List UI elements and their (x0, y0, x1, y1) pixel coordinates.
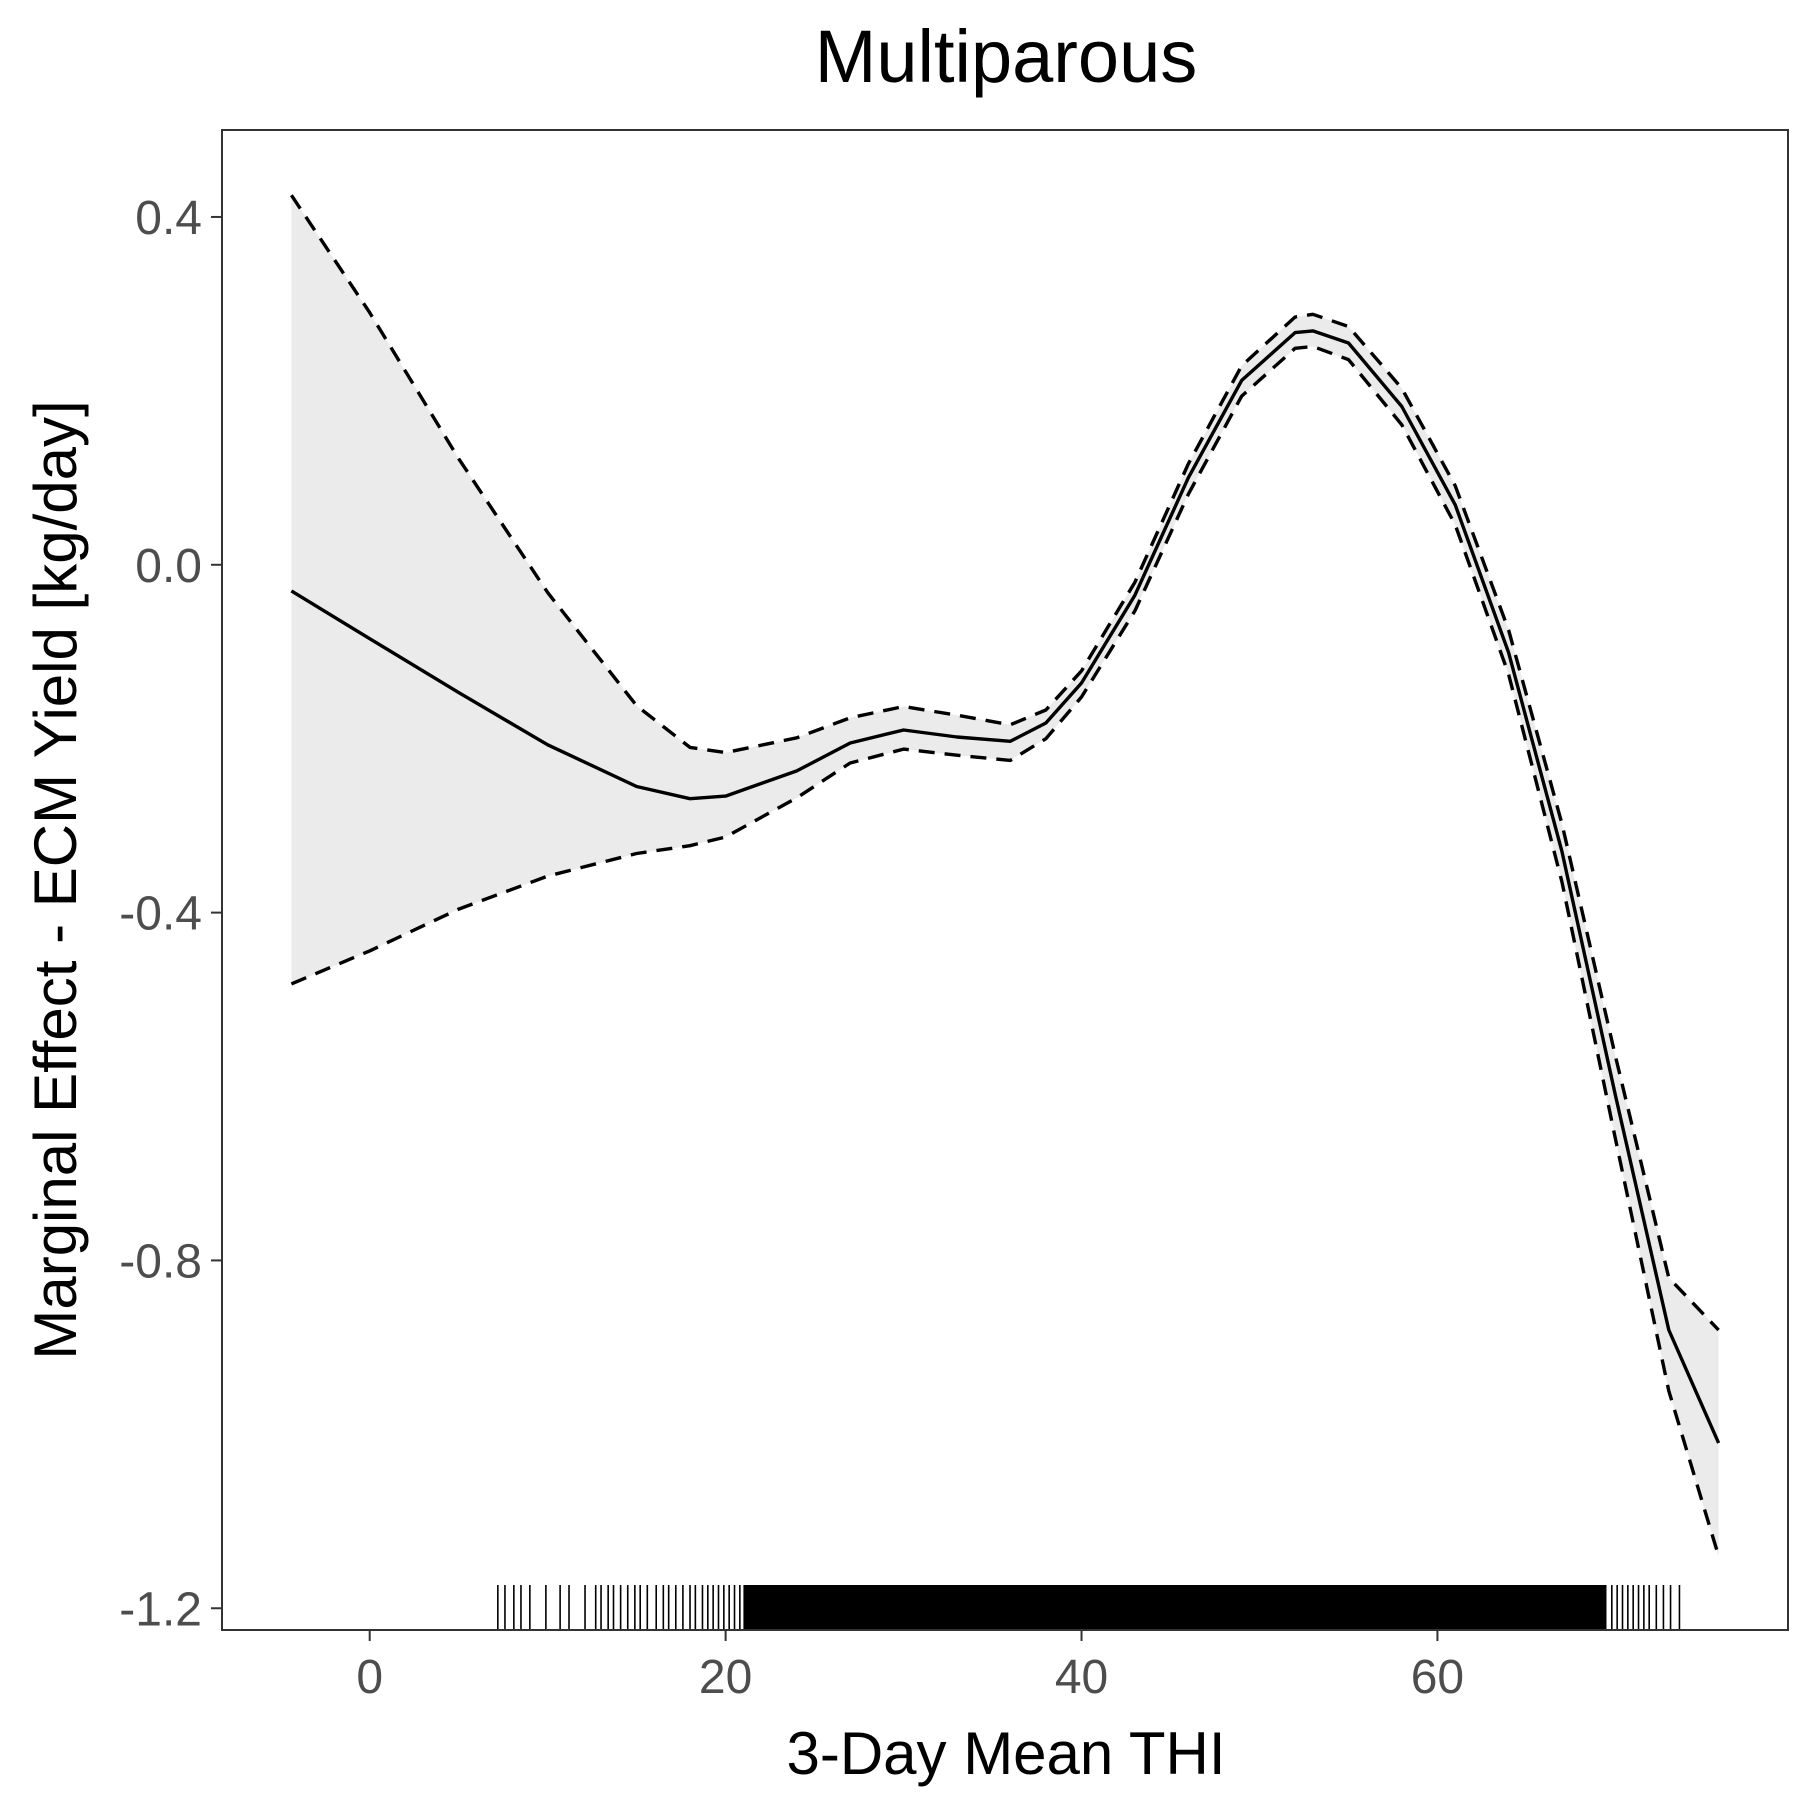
y-tick-label: -0.8 (119, 1235, 202, 1288)
y-tick-label: -1.2 (119, 1583, 202, 1636)
chart-title: Multiparous (815, 15, 1198, 98)
x-tick-label: 20 (699, 1651, 752, 1704)
upper-ci-line (289, 194, 1720, 1332)
y-axis: 0.4 0.0 -0.4 -0.8 -1.2 (119, 192, 222, 1636)
y-tick-label: 0.4 (135, 192, 202, 245)
confidence-band (291, 195, 1719, 1557)
y-axis-title: Marginal Effect - ECM Yield [kg/day] (22, 400, 89, 1359)
y-tick-label: 0.0 (135, 540, 202, 593)
x-axis-title: 3-Day Mean THI (786, 1720, 1225, 1787)
series-layer (289, 194, 1721, 1557)
x-tick-label: 60 (1411, 1651, 1464, 1704)
x-tick-label: 40 (1055, 1651, 1108, 1704)
estimate-line (290, 329, 1721, 1444)
y-tick-label: -0.4 (119, 888, 202, 941)
confidence-band-layer (291, 195, 1719, 1557)
x-axis: 0 20 40 60 (356, 1630, 1464, 1704)
x-tick-label: 0 (356, 1651, 383, 1704)
plot-panel-border (221, 129, 1789, 1631)
rug-layer (497, 1585, 1681, 1630)
rug-dense-block (743, 1585, 1607, 1630)
lower-ci-line (290, 344, 1721, 1557)
